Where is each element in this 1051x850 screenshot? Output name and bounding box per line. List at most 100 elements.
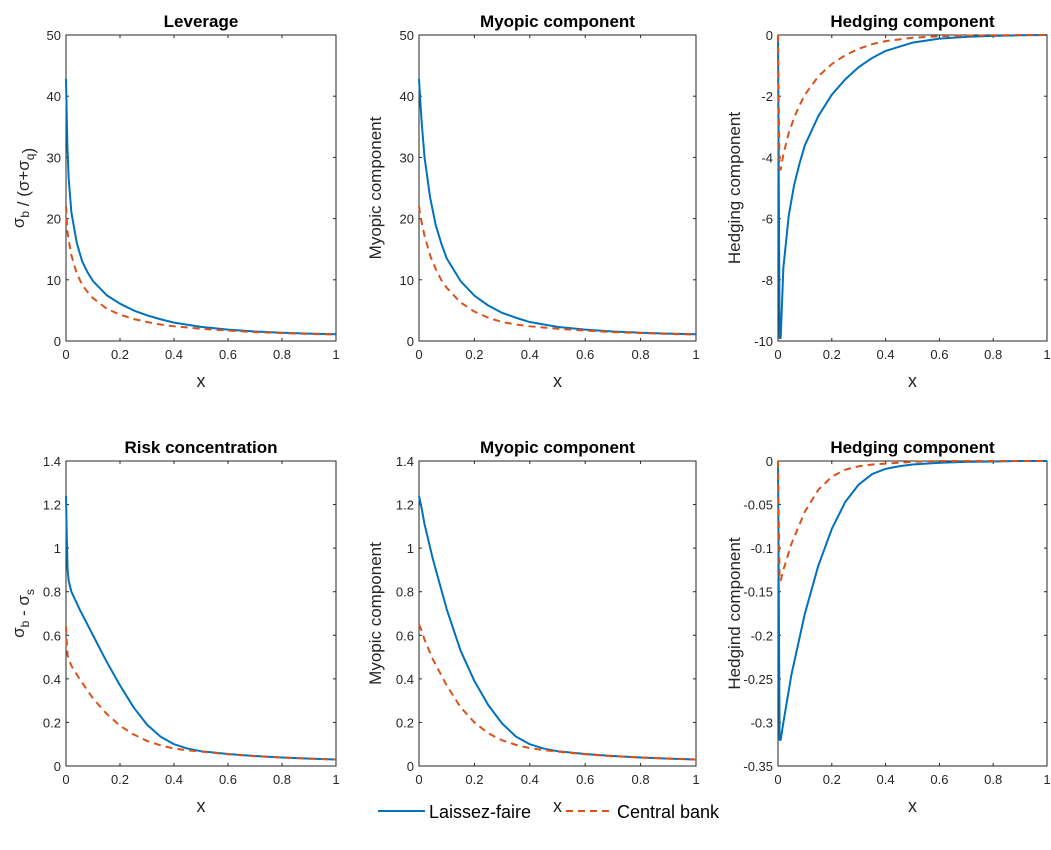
series-line-laissez-faire	[777, 460, 1047, 741]
y-tick-label: 1.4	[43, 454, 61, 469]
x-tick-label: 0.2	[823, 347, 841, 362]
x-axis-label: x	[553, 371, 562, 391]
series-line-laissez-faire	[418, 495, 697, 761]
legend-laissez-faire-label: Laissez-faire	[429, 802, 531, 822]
x-tick-label: 0.4	[165, 347, 183, 362]
y-axis-label: Hedgind component	[725, 537, 744, 689]
legend-central-bank-label: Central bank	[617, 802, 720, 822]
y-tick-label: 0	[54, 759, 61, 774]
y-tick-label: -0.25	[743, 672, 773, 687]
axes-box	[65, 460, 337, 767]
y-tick-label: 0.2	[43, 715, 61, 730]
series-line-central-bank	[418, 206, 697, 336]
x-tick-label: 0.2	[111, 772, 129, 787]
y-axis-label: σb - σs	[9, 589, 37, 638]
series-line-laissez-faire	[777, 34, 1048, 339]
x-tick-label: 0	[62, 347, 69, 362]
x-tick-label: 1	[332, 347, 339, 362]
subplot-title: Hedging component	[830, 12, 995, 31]
series-line-central-bank	[777, 34, 1047, 171]
x-tick-label: 0	[774, 772, 781, 787]
series-line-central-bank	[65, 206, 337, 336]
y-tick-label: 0.4	[396, 672, 414, 687]
x-tick-label: 0.4	[521, 347, 539, 362]
axes-box	[418, 34, 697, 342]
x-tick-label: 0	[774, 347, 781, 362]
x-tick-label: 0.8	[984, 347, 1002, 362]
subplot-title: Myopic component	[480, 12, 635, 31]
y-tick-label: -6	[761, 212, 773, 227]
series-line-central-bank	[418, 624, 697, 761]
y-axis-label: Hedging component	[725, 112, 744, 264]
y-tick-label: 1	[407, 541, 414, 556]
y-axis-label: σb / (σ+σq)	[9, 148, 38, 228]
x-axis-label: x	[553, 796, 562, 816]
x-tick-label: 0.2	[823, 772, 841, 787]
x-axis-label: x	[197, 796, 206, 816]
subplot-6: 0 0.2 0.4 0.6 0.8 1 -0.35 -0.3 -0.25 -0.2 -0.15 -0.…	[725, 438, 1051, 816]
y-tick-label: 0.2	[396, 715, 414, 730]
y-tick-label: -4	[761, 150, 773, 165]
subplot-5: 0 0.2 0.4 0.6 0.8 1 0 0.2 0.4 0.6 0.8 1 1.2 1.4 Myopic…	[366, 438, 700, 816]
series-line-central-bank	[65, 626, 337, 761]
y-tick-label: 0.8	[43, 585, 61, 600]
y-tick-label: 40	[47, 89, 61, 104]
y-tick-label: 0	[766, 28, 773, 43]
y-tick-label: 0	[407, 334, 414, 349]
x-tick-label: 0.8	[273, 772, 291, 787]
series-line-central-bank	[777, 460, 1047, 582]
y-tick-label: 20	[400, 212, 414, 227]
x-tick-label: 0.8	[632, 772, 650, 787]
y-tick-label: -0.05	[743, 498, 773, 513]
y-tick-label: 0.8	[396, 585, 414, 600]
y-axis-label: Myopic component	[366, 116, 385, 259]
y-tick-label: 1	[54, 541, 61, 556]
y-tick-label: 1.2	[396, 498, 414, 513]
x-tick-label: 0.4	[877, 772, 895, 787]
series-line-laissez-faire	[65, 495, 337, 761]
x-tick-label: 0.6	[576, 772, 594, 787]
y-tick-label: 0	[54, 334, 61, 349]
x-tick-label: 0.4	[877, 347, 895, 362]
x-axis-label: x	[908, 371, 917, 391]
x-tick-label: 1	[692, 772, 699, 787]
x-axis-label: x	[197, 371, 206, 391]
axes-box	[777, 460, 1048, 767]
x-tick-label: 0.8	[273, 347, 291, 362]
x-tick-label: 0	[62, 772, 69, 787]
x-tick-label: 0.6	[930, 347, 948, 362]
y-tick-label: -0.15	[743, 585, 773, 600]
y-tick-label: 10	[400, 273, 414, 288]
axes-box	[65, 34, 337, 342]
y-tick-label: -0.1	[751, 541, 773, 556]
x-tick-label: 1	[1043, 772, 1050, 787]
x-axis-label: x	[908, 796, 917, 816]
y-tick-label: 1.2	[43, 498, 61, 513]
y-tick-label: 0.4	[43, 672, 61, 687]
x-tick-label: 0.6	[576, 347, 594, 362]
y-tick-label: 50	[400, 28, 414, 43]
y-tick-label: -0.3	[751, 715, 773, 730]
subplot-title: Myopic component	[480, 438, 635, 457]
axes-box	[418, 460, 697, 767]
x-tick-label: 0.4	[521, 772, 539, 787]
y-tick-label: 0.6	[396, 628, 414, 643]
x-tick-label: 1	[1043, 347, 1050, 362]
legend: Laissez-faire Central bank	[378, 802, 720, 822]
y-tick-label: 0	[766, 454, 773, 469]
y-axis-label: Myopic component	[366, 542, 385, 685]
y-tick-label: 40	[400, 89, 414, 104]
series-line-laissez-faire	[418, 79, 697, 336]
subplot-title: Leverage	[164, 12, 239, 31]
subplot-4: 0 0.2 0.4 0.6 0.8 1 0 0.2 0.4 0.6 0.8 1 1.2 1.4 Risk c…	[9, 438, 340, 816]
y-tick-label: -0.2	[751, 628, 773, 643]
y-tick-label: 30	[47, 150, 61, 165]
y-tick-label: 0	[407, 759, 414, 774]
y-tick-label: -2	[761, 89, 773, 104]
y-tick-label: 1.4	[396, 454, 414, 469]
series-line-laissez-faire	[65, 79, 337, 336]
x-tick-label: 0.2	[111, 347, 129, 362]
